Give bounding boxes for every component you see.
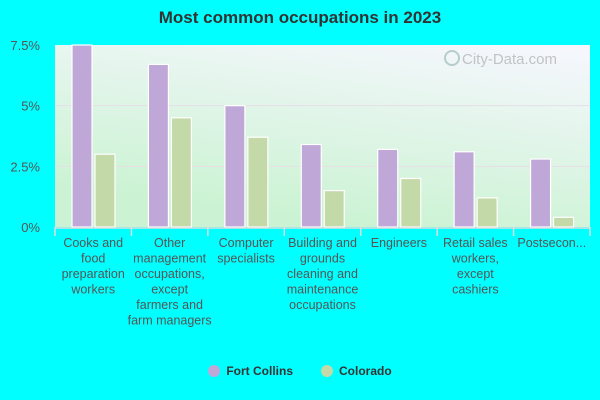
legend-label: Fort Collins <box>226 364 293 378</box>
legend-item: Fort Collins <box>208 364 293 378</box>
bar-fort-collins <box>147 63 170 228</box>
x-category-label: Postsecon... <box>517 236 586 250</box>
bar-colorado <box>476 197 498 228</box>
y-tick-label: 5% <box>21 99 40 114</box>
bar-colorado <box>400 177 422 228</box>
x-category-label: Cooks and food preparation workers <box>62 236 125 297</box>
legend-swatch <box>208 365 221 377</box>
y-tick-label: 2.5% <box>10 159 40 174</box>
y-tick-label: 7.5% <box>10 38 40 53</box>
plot-area <box>55 45 590 227</box>
bar-fort-collins <box>529 158 552 228</box>
x-category-label: Engineers <box>371 236 427 250</box>
bar-fort-collins <box>224 105 246 228</box>
x-category-label: Building and grounds cleaning and maintenan… <box>287 236 359 312</box>
x-category-label: Other management occupations, except farmers… <box>128 236 212 328</box>
x-category-label: Computer specialists <box>217 236 275 266</box>
y-tick-label: 0% <box>21 220 40 235</box>
chart-title: Most common occupations in 2023 <box>158 8 442 27</box>
bar-colorado <box>94 153 116 228</box>
legend-label: Colorado <box>339 364 392 378</box>
legend-swatch <box>321 365 333 377</box>
bar-fort-collins <box>71 44 93 228</box>
legend-item: Colorado <box>321 364 392 378</box>
bar-colorado <box>247 136 269 228</box>
bar-fort-collins <box>377 148 399 228</box>
bar-fort-collins <box>300 143 322 228</box>
svg-text:City-Data.com: City-Data.com <box>462 51 557 68</box>
x-category-label: Retail sales workers, except cashiers <box>443 236 508 297</box>
bar-colorado <box>323 190 345 228</box>
bar-colorado <box>552 216 575 228</box>
watermark: City-Data.com <box>444 50 557 68</box>
bar-fort-collins <box>453 151 475 228</box>
bar-colorado <box>170 117 193 228</box>
legend: Fort Collins Colorado <box>0 364 600 378</box>
